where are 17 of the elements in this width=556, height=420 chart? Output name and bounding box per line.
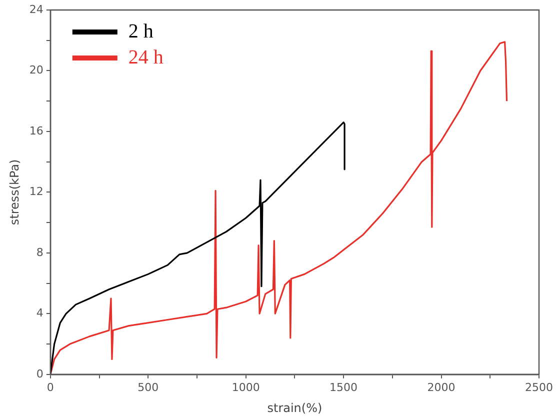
x-tick-label: 2500 (525, 380, 554, 394)
y-tick-label: 4 (36, 306, 44, 320)
y-tick-label: 0 (36, 367, 44, 380)
y-tick-label: 12 (29, 185, 44, 198)
x-tick-label: 1500 (330, 380, 358, 394)
legend-label: 24 h (128, 46, 164, 68)
x-tick-label: 500 (138, 380, 159, 394)
y-tick-label: 8 (36, 246, 44, 259)
x-tick-label: 2000 (427, 380, 456, 394)
legend-label: 2 h (128, 20, 154, 42)
x-axis-title: strain(%) (267, 400, 322, 415)
x-tick-label: 1000 (232, 380, 260, 394)
y-tick-label: 24 (29, 2, 44, 16)
y-axis-title: stress(kPa) (7, 159, 22, 226)
x-tick-label: 0 (46, 380, 54, 394)
y-tick-label: 16 (29, 124, 44, 138)
y-tick-label: 20 (29, 64, 44, 77)
